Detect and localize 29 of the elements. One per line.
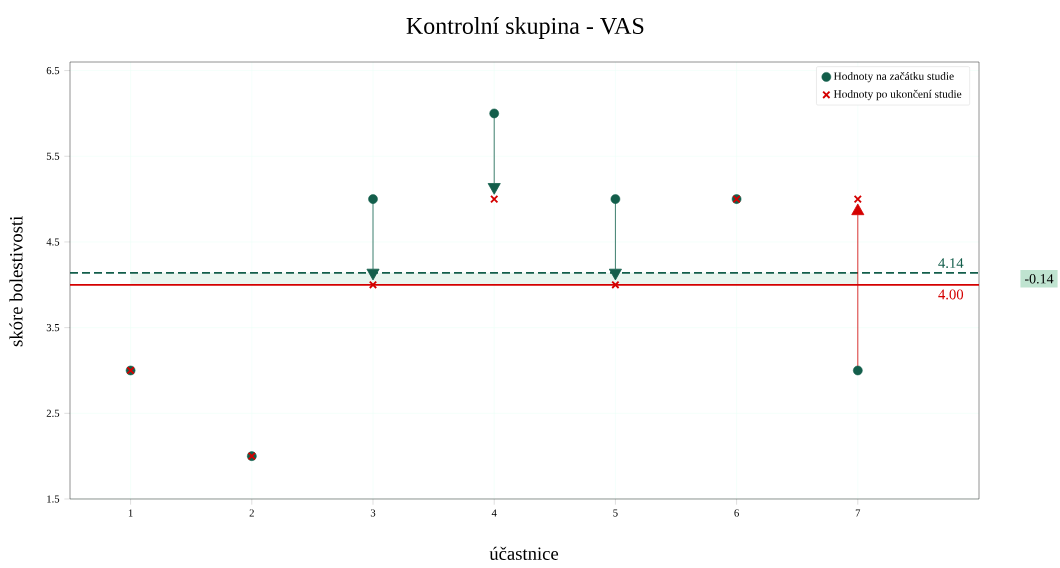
- legend-label: Hodnoty po ukončení studie: [833, 89, 962, 101]
- point: [611, 280, 620, 289]
- x-tick-label: 5: [613, 509, 618, 517]
- y-axis-title: skóre bolestivosti: [9, 216, 23, 347]
- y-tick-label: 1.5: [47, 495, 60, 503]
- point: [489, 108, 500, 119]
- point: [610, 194, 621, 204]
- point: [853, 194, 862, 204]
- x-tick-label: 2: [249, 509, 254, 517]
- chart-title: Kontrolní skupina - VAS: [406, 17, 644, 39]
- ref-line-label: 4.14: [938, 258, 964, 269]
- y-tick-label: 6.5: [46, 66, 60, 75]
- x-tick-label: 1: [128, 509, 133, 517]
- point: [853, 365, 863, 376]
- x-axis-title: účastnice: [489, 546, 559, 560]
- legend-label: Hodnoty na začátku studie: [833, 71, 954, 83]
- y-tick-label: 3.5: [46, 324, 60, 332]
- y-tick-label: 4.5: [46, 238, 60, 246]
- x-tick-label: 6: [734, 509, 739, 517]
- x-tick-label: 7: [855, 509, 861, 517]
- y-tick-label: 5.5: [46, 152, 60, 160]
- point: [368, 280, 378, 289]
- x-tick-label: 3: [370, 509, 376, 517]
- x-tick-label: 4: [491, 509, 497, 517]
- point: [490, 194, 499, 204]
- text: -0.14: [1024, 274, 1054, 284]
- ref-line-label: 4.00: [938, 289, 964, 300]
- y-tick-label: 2.5: [46, 409, 60, 417]
- point: [368, 194, 378, 204]
